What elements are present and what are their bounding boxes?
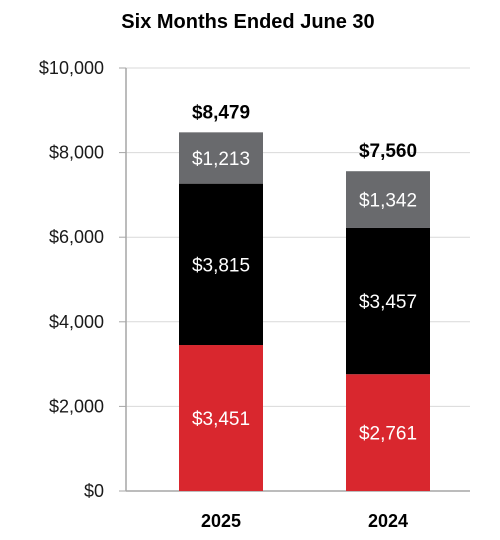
y-tick-label: $6,000 xyxy=(49,227,104,247)
data-labels: $3,451 $3,815 $1,213 $8,479 $2,761 $3,457 $1,3… xyxy=(192,102,417,444)
y-tick-label: $0 xyxy=(84,481,104,501)
y-tick-label: $2,000 xyxy=(49,396,104,416)
y-tick-label: $10,000 xyxy=(39,58,104,78)
segment-value-label: $3,457 xyxy=(359,292,417,313)
bar-segment xyxy=(179,183,263,346)
bar-segment xyxy=(346,227,430,375)
bar-segment xyxy=(179,132,263,184)
segment-value-label: $3,451 xyxy=(192,409,250,430)
x-axis-ticks: 2025 2024 xyxy=(201,511,408,531)
segment-value-label: $2,761 xyxy=(359,424,417,445)
bar-segment xyxy=(179,345,263,491)
total-value-label: $7,560 xyxy=(359,141,417,162)
y-axis-ticks: $0 $2,000 $4,000 $6,000 $8,000 $10,000 xyxy=(39,58,127,501)
x-tick-label: 2025 xyxy=(201,511,241,531)
chart-title: Six Months Ended June 30 xyxy=(121,11,374,33)
y-tick-label: $8,000 xyxy=(49,143,104,163)
x-tick-label: 2024 xyxy=(368,511,408,531)
total-value-label: $8,479 xyxy=(192,102,250,123)
bar-segment xyxy=(346,171,430,228)
segment-value-label: $1,213 xyxy=(192,149,250,170)
bar-segment xyxy=(346,374,430,491)
bars xyxy=(179,132,430,491)
segment-value-label: $1,342 xyxy=(359,191,417,212)
y-tick-label: $4,000 xyxy=(49,312,104,332)
segment-value-label: $3,815 xyxy=(192,255,250,276)
